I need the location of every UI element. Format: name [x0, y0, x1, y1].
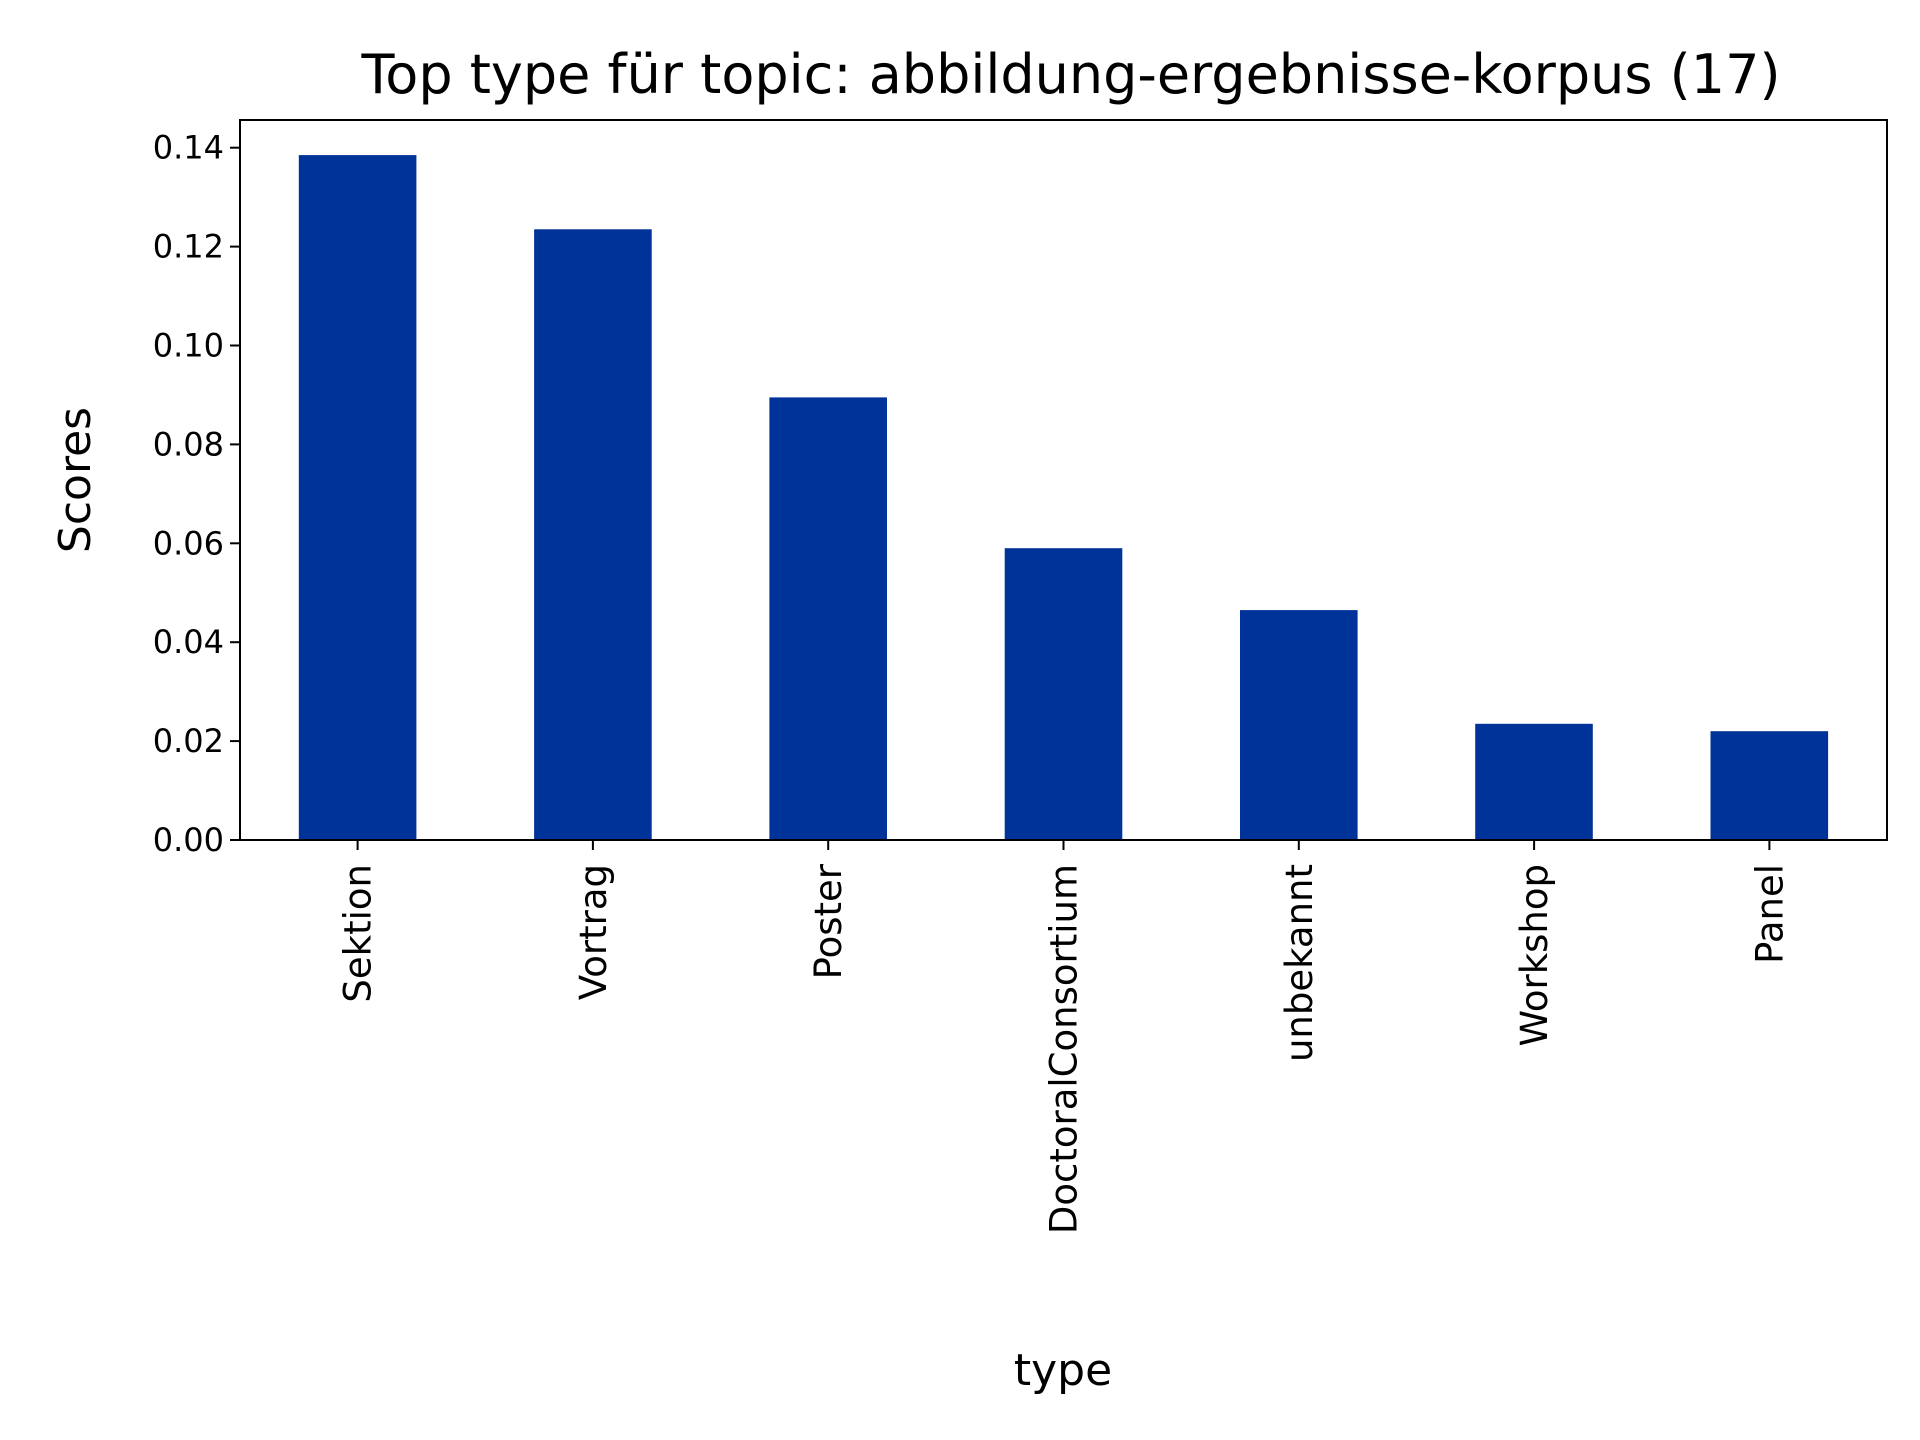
y-tick-label: 0.02	[153, 722, 224, 760]
x-tick-label: unbekannt	[1278, 864, 1321, 1062]
x-tick-label: Vortrag	[572, 864, 615, 1000]
plot-frame	[239, 119, 1888, 841]
x-tick-label: Workshop	[1513, 864, 1556, 1047]
bar-vortrag	[534, 229, 652, 841]
bar-sektion	[298, 155, 417, 841]
bar-panel	[1710, 731, 1829, 840]
y-tick-label: 0.08	[153, 425, 224, 463]
y-axis-label: Scores	[50, 407, 101, 553]
bar-unbekannt	[1240, 610, 1358, 840]
y-tick-label: 0.04	[153, 623, 224, 661]
y-tick-label: 0.12	[153, 228, 224, 266]
x-tick-label: Panel	[1748, 864, 1791, 964]
y-tick-label: 0.00	[153, 821, 224, 859]
x-axis-label: type	[1014, 1345, 1112, 1396]
y-tick-label: 0.10	[153, 327, 224, 365]
y-tick-label: 0.06	[153, 524, 224, 562]
x-tick-label: DoctoralConsortium	[1043, 864, 1086, 1234]
bar-poster	[769, 397, 887, 840]
bar-workshop	[1475, 723, 1593, 840]
chart-title: Top type für topic: abbildung-ergebnisse…	[360, 43, 1780, 106]
x-tick-label: Sektion	[337, 864, 380, 1003]
y-axis: 0.00 0.02 0.04 0.06 0.08 0.10 0.12 0.14	[153, 129, 240, 859]
x-axis: Sektion Vortrag Poster DoctoralConsortium un…	[337, 840, 1791, 1234]
bars-group	[298, 155, 1829, 841]
x-tick-label: Poster	[807, 863, 850, 979]
bar-doctoralconsortium	[1004, 548, 1123, 840]
y-tick-label: 0.14	[153, 129, 224, 167]
